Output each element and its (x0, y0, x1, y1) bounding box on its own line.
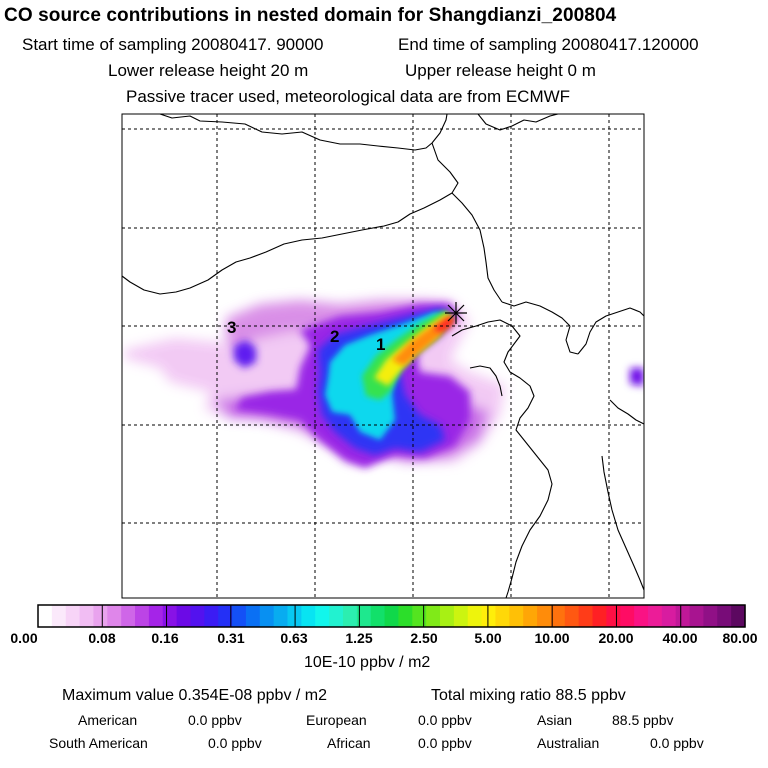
region-name-australian: Australian (537, 735, 600, 751)
colorbar-tick: 80.00 (722, 630, 758, 646)
region-value-american: 0.0 ppbv (188, 712, 242, 728)
colorbar-swatch (218, 605, 233, 627)
colorbar-tick: 10.00 (534, 630, 570, 646)
colorbar (37, 604, 746, 628)
colorbar-swatch (259, 605, 275, 627)
colorbar-swatch (731, 605, 746, 627)
region-value-african: 0.0 ppbv (418, 735, 472, 751)
region-value-asian: 88.5 ppbv (612, 712, 674, 728)
colorbar-tick: 0.08 (88, 630, 116, 646)
colorbar-swatch (38, 605, 53, 627)
colorbar-swatch (79, 605, 95, 627)
colorbar-units: 10E-10 ppbv / m2 (304, 654, 431, 671)
colorbar-swatch (232, 605, 247, 627)
colorbar-swatch (412, 605, 427, 627)
colorbar-swatch (135, 605, 150, 627)
colorbar-swatch (620, 605, 635, 627)
colorbar-swatch (495, 605, 510, 627)
region-name-european: European (306, 712, 367, 728)
colorbar-swatch (148, 605, 164, 627)
colorbar-swatch (453, 605, 469, 627)
colorbar-swatch (204, 605, 219, 627)
colorbar-tick: 2.50 (410, 630, 438, 646)
colorbar-tick: 0.16 (151, 630, 179, 646)
start-time-label: Start time of sampling 20080417. 90000 (22, 35, 324, 54)
colorbar-swatch (592, 605, 607, 627)
colorbar-swatch (107, 605, 122, 627)
map-frame (121, 113, 645, 599)
colorbar-swatch (370, 605, 386, 627)
region-name-african: African (327, 735, 371, 751)
total-mixing-ratio: Total mixing ratio 88.5 ppbv (431, 687, 626, 704)
tracer-note: Passive tracer used, meteorological data… (126, 87, 571, 106)
colorbar-tick: 40.00 (662, 630, 698, 646)
colorbar-swatch (606, 605, 621, 627)
colorbar-swatch (93, 605, 108, 627)
colorbar-swatch (245, 605, 261, 627)
region-value-european: 0.0 ppbv (418, 712, 472, 728)
concentration-field (124, 300, 644, 468)
colorbar-tick: 1.25 (345, 630, 373, 646)
colorbar-swatch (564, 605, 580, 627)
lower-release-label: Lower release height 20 m (108, 61, 309, 80)
colorbar-tick: 5.00 (474, 630, 502, 646)
colorbar-swatch (51, 605, 67, 627)
colorbar-swatch (342, 605, 358, 627)
colorbar-swatch (190, 605, 205, 627)
colorbar-swatch (509, 605, 524, 627)
region-name-south-american: South American (49, 735, 148, 751)
region-name-asian: Asian (537, 712, 573, 728)
region-name-american: American (78, 712, 138, 728)
cluster-label-3: 3 (227, 318, 237, 337)
colorbar-swatch (121, 605, 136, 627)
colorbar-swatch (467, 605, 483, 627)
receptor-site-marker (445, 302, 467, 324)
country-borders (122, 114, 644, 598)
colorbar-swatch (634, 605, 649, 627)
upper-release-label: Upper release height 0 m (405, 61, 596, 80)
plot-title: CO source contributions in nested domain… (4, 5, 617, 26)
colorbar-swatch (689, 605, 705, 627)
colorbar-tick: 20.00 (598, 630, 634, 646)
colorbar-swatch (356, 605, 372, 627)
colorbar-swatch (273, 605, 289, 627)
maximum-value: Maximum value 0.354E-08 ppbv / m2 (62, 687, 328, 704)
colorbar-tick: 0.00 (10, 630, 38, 646)
colorbar-swatch (426, 605, 441, 627)
end-time-label: End time of sampling 20080417.120000 (398, 35, 699, 54)
colorbar-swatch (329, 605, 344, 627)
colorbar-swatch (647, 605, 663, 627)
cluster-label-2: 2 (330, 327, 340, 346)
region-value-australian: 0.0 ppbv (650, 735, 704, 751)
colorbar-frame (37, 604, 746, 628)
colorbar-swatch (578, 605, 594, 627)
colorbar-swatch (301, 605, 316, 627)
colorbar-swatch (703, 605, 718, 627)
colorbar-swatch (481, 605, 497, 627)
colorbar-swatch (162, 605, 178, 627)
graticule (122, 114, 644, 598)
colorbar-swatch (315, 605, 330, 627)
colorbar-swatch (675, 605, 691, 627)
colorbar-tick: 0.63 (280, 630, 308, 646)
cluster-label-1: 1 (376, 335, 386, 354)
colorbar-swatch (523, 605, 538, 627)
colorbar-swatch (176, 605, 192, 627)
colorbar-swatch (398, 605, 413, 627)
colorbar-swatch (537, 605, 552, 627)
colorbar-swatch (440, 605, 455, 627)
colorbar-swatch (661, 605, 677, 627)
colorbar-swatch (65, 605, 81, 627)
colorbar-tick: 0.31 (217, 630, 245, 646)
colorbar-swatch (550, 605, 566, 627)
colorbar-swatch (384, 605, 400, 627)
colorbar-swatch (717, 605, 732, 627)
region-value-south-american: 0.0 ppbv (208, 735, 262, 751)
